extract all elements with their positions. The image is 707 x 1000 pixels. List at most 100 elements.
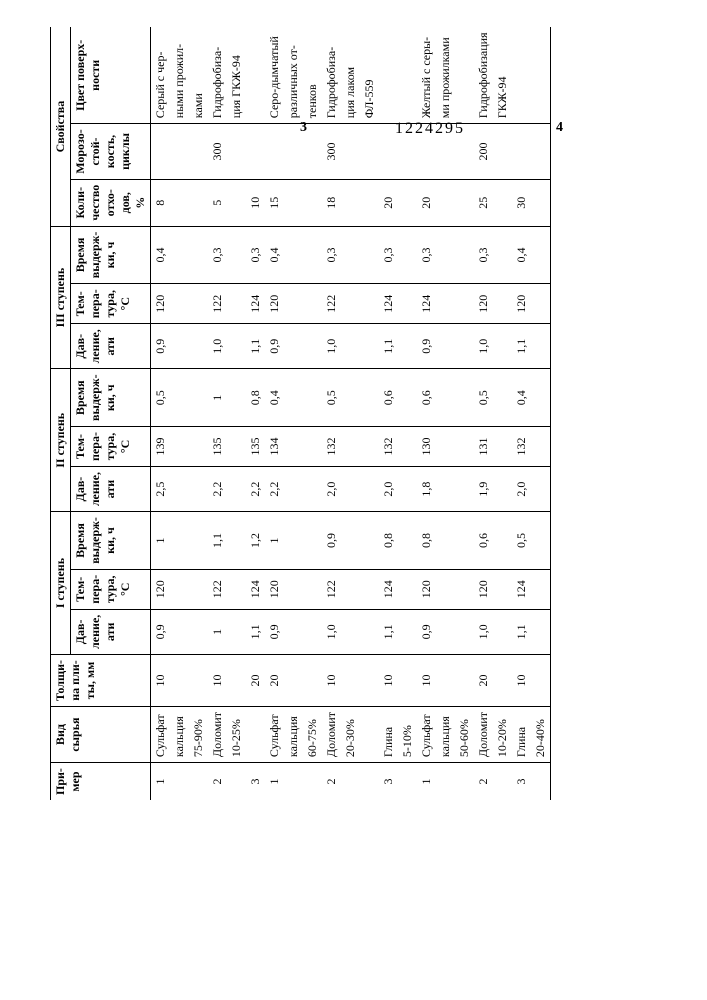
- cell-h1: [455, 512, 474, 570]
- cell-thickness: [493, 654, 512, 706]
- cell-h3: [341, 226, 360, 284]
- cell-p1: [303, 609, 322, 654]
- cell-h1: 1: [151, 512, 171, 570]
- cell-waste: [341, 179, 360, 226]
- cell-waste: 18: [322, 179, 341, 226]
- cell-t1: [531, 569, 551, 609]
- cell-t1: 124: [246, 569, 265, 609]
- cell-h1: [531, 512, 551, 570]
- cell-p3: 1,1: [246, 324, 265, 369]
- cell-frost: [455, 124, 474, 180]
- cell-p2: 2,0: [379, 466, 398, 511]
- cell-p3: [189, 324, 208, 369]
- cell-p2: [189, 466, 208, 511]
- cell-t3: [303, 284, 322, 324]
- cell-raw: [246, 707, 265, 763]
- cell-example: [398, 763, 417, 800]
- col-temp: Тем-пера-тура,°С: [71, 284, 151, 324]
- col-hold: Времявыдерж-ки, ч: [71, 226, 151, 284]
- cell-frost: 300: [208, 124, 227, 180]
- col-pressure: Дав-ление,ати: [71, 324, 151, 369]
- cell-h3: [284, 226, 303, 284]
- cell-frost: [531, 124, 551, 180]
- cell-p2: [493, 466, 512, 511]
- cell-h1: [189, 512, 208, 570]
- table-row: 20-30%ция лаком: [341, 27, 360, 800]
- cell-color: Гидрофобиза-: [208, 27, 227, 123]
- cell-frost: [493, 124, 512, 180]
- cell-h1: 0,8: [417, 512, 436, 570]
- col-waste: Коли-чествоотхо-дов, %: [71, 179, 151, 226]
- cell-h2: 0,5: [474, 369, 493, 427]
- cell-h2: 0,5: [151, 369, 171, 427]
- col-thickness: Толщи-на пли-ты, мм: [51, 654, 151, 706]
- cell-t3: 120: [265, 284, 284, 324]
- cell-h2: [531, 369, 551, 427]
- cell-t2: [436, 427, 455, 467]
- cell-p3: [170, 324, 189, 369]
- cell-frost: [512, 124, 531, 180]
- cell-p1: [284, 609, 303, 654]
- cell-p1: 1: [208, 609, 227, 654]
- cell-thickness: [189, 654, 208, 706]
- cell-p3: [303, 324, 322, 369]
- cell-thickness: [284, 654, 303, 706]
- cell-p1: 1,0: [322, 609, 341, 654]
- cell-h3: 0,3: [417, 226, 436, 284]
- col-stage1: I ступень: [51, 512, 71, 655]
- cell-frost: [379, 124, 398, 180]
- cell-example: [284, 763, 303, 800]
- cell-waste: 20: [379, 179, 398, 226]
- cell-t2: 134: [265, 427, 284, 467]
- cell-color: [455, 27, 474, 123]
- cell-h3: 0,4: [512, 226, 531, 284]
- cell-t3: [436, 284, 455, 324]
- cell-t3: [531, 284, 551, 324]
- cell-t3: 120: [512, 284, 531, 324]
- cell-h2: [360, 369, 379, 427]
- cell-h2: [398, 369, 417, 427]
- cell-h1: 0,5: [512, 512, 531, 570]
- cell-frost: [417, 124, 436, 180]
- cell-h1: [170, 512, 189, 570]
- cell-h3: [455, 226, 474, 284]
- cell-raw: 20-30%: [341, 707, 360, 763]
- cell-raw: 10-20%: [493, 707, 512, 763]
- cell-p2: [360, 466, 379, 511]
- cell-example: 1: [151, 763, 171, 800]
- cell-example: [303, 763, 322, 800]
- cell-p2: 1,8: [417, 466, 436, 511]
- page: 3 1224295 4 При-мерВид сырьяТолщи-на пли…: [0, 0, 707, 1000]
- cell-color: ГКЖ-94: [493, 27, 512, 123]
- cell-p1: 1,1: [379, 609, 398, 654]
- cell-t3: 120: [474, 284, 493, 324]
- cell-t1: [493, 569, 512, 609]
- cell-raw: Доломит: [474, 707, 493, 763]
- cell-frost: [265, 124, 284, 180]
- cell-t1: [189, 569, 208, 609]
- page-number-right: 4: [556, 120, 563, 136]
- cell-color: тенков: [303, 27, 322, 123]
- cell-t2: [493, 427, 512, 467]
- cell-raw: 5-10%: [398, 707, 417, 763]
- cell-h1: 0,9: [322, 512, 341, 570]
- table-row: 2Доломит201,01200,61,91310,51,01200,3252…: [474, 27, 493, 800]
- cell-t3: 124: [246, 284, 265, 324]
- cell-t3: [341, 284, 360, 324]
- cell-frost: 200: [474, 124, 493, 180]
- cell-t3: [189, 284, 208, 324]
- cell-p3: 1,0: [474, 324, 493, 369]
- cell-thickness: 20: [474, 654, 493, 706]
- cell-p3: [455, 324, 474, 369]
- cell-t1: [227, 569, 246, 609]
- cell-t2: 132: [379, 427, 398, 467]
- col-stage3: III ступень: [51, 226, 71, 369]
- cell-h2: [227, 369, 246, 427]
- cell-thickness: [531, 654, 551, 706]
- cell-example: 2: [474, 763, 493, 800]
- cell-thickness: [170, 654, 189, 706]
- cell-h3: 0,3: [208, 226, 227, 284]
- cell-t1: [360, 569, 379, 609]
- cell-h3: [227, 226, 246, 284]
- cell-frost: [303, 124, 322, 180]
